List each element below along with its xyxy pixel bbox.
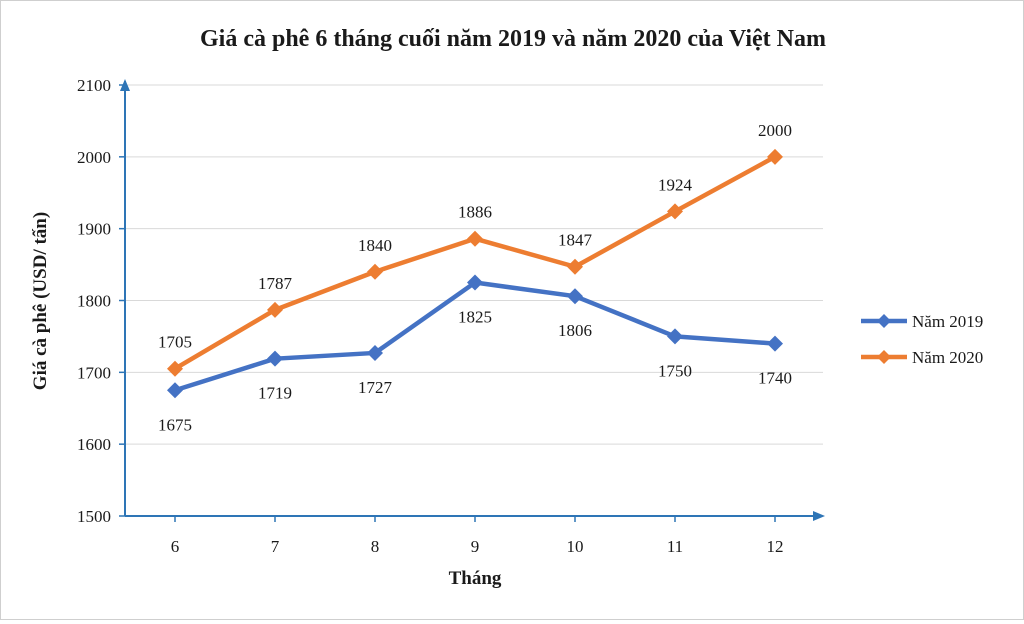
y-tick-label: 1600 bbox=[77, 435, 111, 454]
gridlines bbox=[119, 84, 823, 517]
data-label: 1787 bbox=[258, 274, 293, 293]
data-point bbox=[667, 203, 683, 220]
data-point bbox=[767, 335, 783, 352]
data-label: 1806 bbox=[558, 321, 592, 340]
y-tick-label: 1500 bbox=[77, 507, 111, 526]
data-label: 1727 bbox=[358, 378, 393, 397]
x-tick-label: 6 bbox=[171, 537, 180, 556]
data-label: 1705 bbox=[158, 333, 192, 352]
y-tick-labels: 1500 1600 1700 1800 1900 2000 2100 bbox=[77, 76, 111, 526]
x-tick-label: 8 bbox=[371, 537, 380, 556]
data-labels: 1675 1719 1727 1825 1806 1750 1740 1705 1787 1840… bbox=[158, 121, 792, 434]
legend-label: Năm 2019 bbox=[912, 312, 983, 331]
data-label: 1675 bbox=[158, 415, 192, 434]
y-axis-title: Giá cà phê (USD/ tấn) bbox=[30, 212, 51, 390]
chart-title: Giá cà phê 6 tháng cuối năm 2019 và năm … bbox=[200, 26, 826, 52]
data-point bbox=[567, 258, 583, 275]
data-label: 1740 bbox=[758, 369, 792, 388]
y-axis-arrow bbox=[120, 79, 130, 91]
y-tick-label: 1700 bbox=[77, 363, 111, 382]
x-tick-label: 12 bbox=[767, 537, 784, 556]
data-label: 1750 bbox=[658, 361, 692, 380]
x-axis-arrow bbox=[813, 511, 825, 521]
legend-marker bbox=[877, 350, 891, 364]
data-point bbox=[667, 328, 683, 345]
data-point bbox=[167, 360, 183, 377]
data-point bbox=[267, 350, 283, 367]
data-point bbox=[367, 263, 383, 280]
x-axis-title: Tháng bbox=[449, 568, 502, 589]
x-tick-label: 9 bbox=[471, 537, 480, 556]
data-point bbox=[467, 274, 483, 291]
legend-label: Năm 2020 bbox=[912, 348, 983, 367]
y-tick-label: 2100 bbox=[77, 76, 111, 95]
x-tick-label: 10 bbox=[567, 537, 584, 556]
axes bbox=[120, 79, 825, 522]
legend: Năm 2019 Năm 2020 bbox=[861, 312, 983, 367]
data-point bbox=[567, 288, 583, 305]
data-point bbox=[267, 301, 283, 318]
y-tick-label: 1900 bbox=[77, 220, 111, 239]
data-point bbox=[767, 148, 783, 165]
data-point bbox=[367, 344, 383, 361]
data-label: 1825 bbox=[458, 308, 492, 327]
data-label: 1840 bbox=[358, 236, 392, 255]
data-point bbox=[467, 230, 483, 247]
data-label: 1847 bbox=[558, 231, 593, 250]
data-point bbox=[167, 382, 183, 399]
x-tick-labels: 6 7 8 9 10 11 12 bbox=[171, 537, 784, 556]
legend-marker bbox=[877, 314, 891, 328]
data-label: 1886 bbox=[458, 203, 492, 222]
data-label: 1924 bbox=[658, 175, 693, 194]
data-label: 1719 bbox=[258, 384, 292, 403]
y-tick-label: 1800 bbox=[77, 292, 111, 311]
data-label: 2000 bbox=[758, 121, 792, 140]
x-tick-label: 11 bbox=[667, 537, 683, 556]
y-tick-label: 2000 bbox=[77, 148, 111, 167]
series-group bbox=[167, 148, 783, 399]
x-tick-label: 7 bbox=[271, 537, 280, 556]
